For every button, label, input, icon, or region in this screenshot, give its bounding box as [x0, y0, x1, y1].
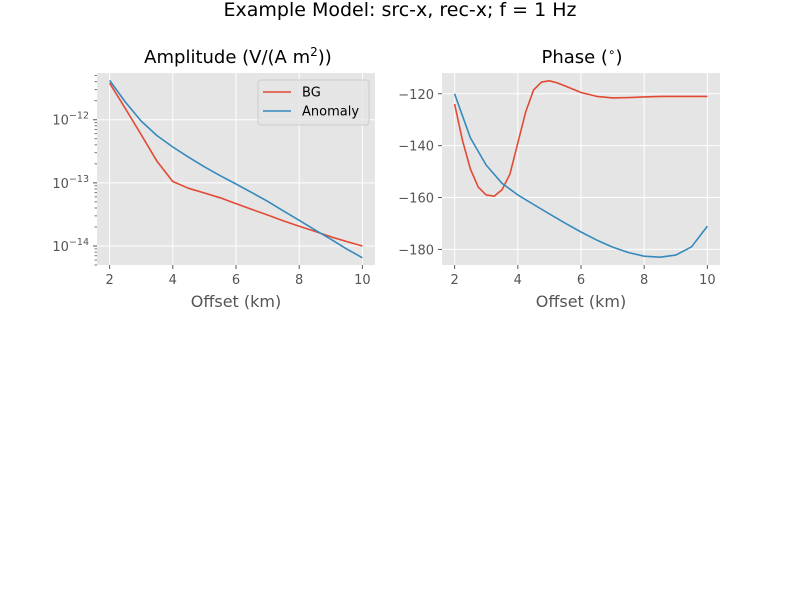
- amplitude-title-end: )): [318, 47, 332, 68]
- phase-title-sup: ∘: [608, 45, 616, 59]
- legend: BG Anomaly: [257, 79, 370, 126]
- legend-label-anomaly: Anomaly: [302, 105, 359, 120]
- amplitude-x-tick-label: 6: [232, 273, 240, 288]
- phase-title: Phase (∘): [541, 45, 622, 68]
- phase-x-tick-label: 10: [699, 273, 716, 288]
- amplitude-title: Amplitude (V/(A m2)): [144, 45, 332, 68]
- phase-x-tick-label: 4: [514, 273, 522, 288]
- phase-title-main: Phase (: [541, 47, 608, 68]
- amplitude-x-axis-label: Offset (km): [191, 292, 282, 311]
- phase-x-tick-label: 8: [640, 273, 648, 288]
- amplitude-series-anomaly: [108, 79, 363, 259]
- phase-series-anomaly: [453, 93, 709, 259]
- legend-label-bg: BG: [302, 86, 321, 101]
- amplitude-y-tick-label: 10−14: [52, 237, 89, 255]
- phase-title-end: ): [615, 47, 622, 68]
- amplitude-title-main: Amplitude (V/(A m: [144, 47, 310, 68]
- phase-series-bg: [453, 80, 708, 197]
- amplitude-panel: Amplitude (V/(A m2)) 2 4 6 8 1010−1210−1310−…: [52, 45, 375, 311]
- figure-title: Example Model: src-x, rec-x; f = 1 Hz: [223, 0, 576, 21]
- amplitude-y-tick-label: 10−13: [52, 174, 89, 192]
- phase-y-tick-label: −120: [398, 88, 434, 103]
- phase-y-tick-label: −160: [398, 192, 434, 207]
- phase-y-tick-label: −140: [398, 140, 434, 155]
- phase-x-tick-label: 6: [577, 273, 585, 288]
- amplitude-x-tick-label: 8: [295, 273, 303, 288]
- amplitude-x-tick-label: 10: [354, 273, 371, 288]
- amplitude-y-tick-label: 10−12: [52, 111, 89, 129]
- phase-y-tick-label: −180: [398, 243, 434, 258]
- amplitude-title-sup: 2: [310, 45, 318, 59]
- phase-x-tick-label: 2: [450, 273, 458, 288]
- amplitude-x-tick-label: 4: [169, 273, 177, 288]
- amplitude-x-tick-label: 2: [105, 273, 113, 288]
- phase-panel: Phase (∘) 2 4 6 8 10 −120 −140 −160 −180 Offset (…: [398, 45, 720, 311]
- phase-x-axis-label: Offset (km): [536, 292, 627, 311]
